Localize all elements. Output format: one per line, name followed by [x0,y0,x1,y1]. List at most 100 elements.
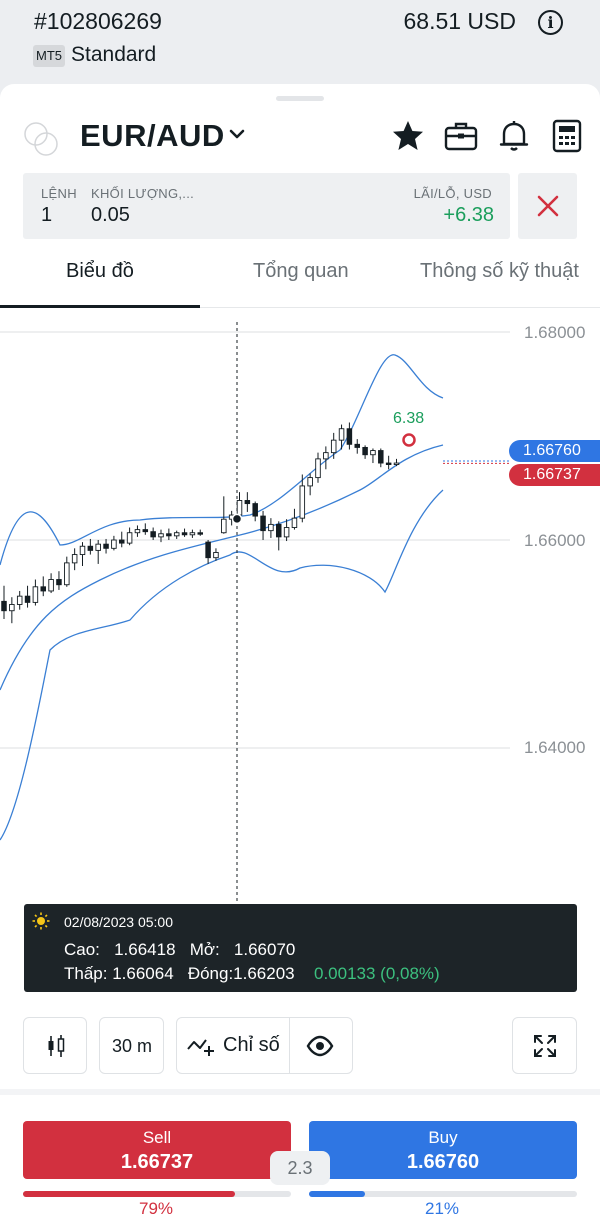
orders-value: 1 [41,204,53,226]
bell-icon[interactable] [496,118,532,154]
candle [56,579,62,586]
candle [32,586,39,603]
candle [126,532,133,544]
drag-handle[interactable] [276,96,324,101]
candle [323,452,329,460]
candle [87,545,94,551]
candle [9,604,15,612]
bollinger-middle-band [0,444,444,691]
timeframe-button[interactable]: 30 m [99,1017,164,1074]
candle [370,450,376,456]
bid-price-tag: 1.66737 [509,464,600,486]
candle [276,523,282,538]
calculator-icon[interactable] [549,118,585,154]
account-bar: #102806269 68.51 USD i MT5 Standard [0,0,600,84]
buy-sentiment-fill [309,1191,366,1197]
candle [330,439,337,454]
tabs-divider [0,307,600,308]
close-position-button[interactable] [518,173,577,239]
tooltip-high-open: Cao: 1.66418 Mở: 1.66070 [64,940,296,959]
candle-tooltip: 02/08/2023 05:00 Cao: 1.66418 Mở: 1.6607… [24,904,577,992]
tab-overview[interactable]: Tổng quan [253,260,349,282]
candle [158,533,164,538]
eye-icon[interactable] [306,1034,334,1058]
expand-icon [534,1035,556,1057]
pnl-value: +6.38 [443,204,494,226]
buy-button[interactable]: Buy 1.66760 [309,1121,577,1179]
currency-pair-logo-icon [24,122,58,156]
candle [71,554,78,564]
symbol-name[interactable]: EUR/AUD [80,118,225,153]
spread-value: 2.3 [270,1151,330,1185]
fullscreen-button[interactable] [512,1017,577,1074]
tab-chart[interactable]: Biểu đồ [66,260,134,282]
candle [40,586,47,592]
chevron-down-icon[interactable] [227,124,247,144]
orders-label: LỆNH [41,186,77,201]
candle [338,428,345,441]
buy-sentiment-bar [309,1191,577,1197]
briefcase-icon[interactable] [443,118,479,154]
tooltip-change: 0.00133 (0,08%) [314,964,440,983]
ask-price-tag: 1.66760 [509,440,600,462]
candle [79,545,86,556]
account-id[interactable]: #102806269 [34,8,162,34]
info-icon[interactable]: i [538,10,563,35]
platform-badge: MT5 [33,45,65,67]
tab-specifications[interactable]: Thông số kỹ thuật [420,260,579,282]
account-balance: 68.51 USD [403,8,516,34]
buy-percentage: 21% [425,1199,460,1218]
price-chart[interactable]: 6.3816:3021:3002:3007:3012:30 1.68000 1.… [0,225,600,925]
toolbar-divider [289,1018,290,1073]
candle [385,462,392,465]
buy-label: Buy [428,1128,458,1147]
sell-sentiment-fill [23,1191,235,1197]
sell-button[interactable]: Sell 1.66737 [23,1121,291,1179]
tooltip-date: 02/08/2023 05:00 [64,914,173,930]
candle [299,485,306,519]
candle [315,458,321,479]
chart-type-button[interactable] [23,1017,87,1074]
candle [142,529,149,533]
candle [346,428,353,445]
candle [150,531,156,538]
candle [103,543,109,549]
candle [252,503,258,517]
y-tick-label: 1.64000 [524,738,586,757]
candle [16,595,23,605]
sell-label: Sell [142,1128,172,1147]
candle [260,515,266,532]
section-divider [0,1089,600,1095]
candle [197,532,203,535]
position-entry-marker [402,433,416,447]
timeframe-label: 30 m [112,1036,153,1056]
candlestick-icon [48,1035,65,1057]
candle [64,562,70,586]
y-tick-label: 1.66000 [524,531,586,550]
account-type: Standard [71,43,157,66]
candle [221,518,227,534]
sell-percentage: 79% [139,1199,174,1218]
candle [205,541,211,559]
candle [166,533,172,537]
candle [1,600,7,612]
candle [95,543,101,551]
candle [134,529,141,534]
indicators-button[interactable]: Chỉ số [176,1017,353,1074]
position-summary[interactable]: LỆNH 1 KHỐI LƯỢNG,... 0.05 LÃI/LỖ, USD +… [23,173,510,239]
candle [181,532,188,536]
candle [111,539,117,549]
candle [268,523,274,532]
candle [291,517,298,528]
star-icon[interactable] [390,118,426,154]
volume-label: KHỐI LƯỢNG,... [91,186,195,201]
indicator-add-icon [187,1039,214,1056]
candle [393,462,400,465]
bollinger-lower-band [0,489,444,841]
sell-price: 1.66737 [120,1151,194,1173]
pnl-label: LÃI/LỖ, USD [413,186,492,201]
sun-icon [32,912,50,930]
chart-canvas[interactable]: 6.3816:3021:3002:3007:3012:30 [0,225,600,925]
bollinger-upper-band [0,354,444,566]
tooltip-low-close: Thấp: 1.66064 Đóng:1.66203 [64,964,295,983]
